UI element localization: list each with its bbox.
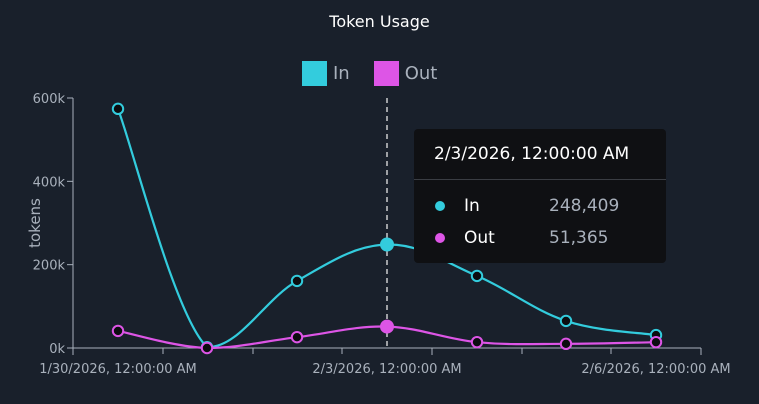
tooltip-name-out: Out — [464, 228, 495, 248]
legend-swatch-out — [373, 61, 399, 86]
legend-label-out: Out — [404, 63, 438, 84]
data-point-in[interactable] — [559, 314, 573, 328]
y-tick-label: 600k — [33, 92, 66, 107]
data-point-out[interactable] — [470, 335, 484, 349]
data-point-in[interactable] — [111, 102, 125, 116]
tooltip-dot-out — [435, 233, 445, 243]
series-line-in — [116, 108, 657, 349]
tooltip-row-in: In 248,409 — [414, 191, 666, 221]
tooltip-value-out: 51,365 — [549, 228, 609, 248]
tooltip-title: 2/3/2026, 12:00:00 AM — [414, 129, 666, 180]
data-point-in[interactable] — [290, 274, 304, 288]
data-point-in[interactable] — [380, 237, 394, 252]
x-tick-label: 1/30/2026, 12:00:00 AM — [39, 362, 197, 377]
tooltip-row-out: Out 51,365 — [414, 223, 666, 253]
tooltip-value-in: 248,409 — [549, 196, 620, 216]
legend-label-in: In — [333, 63, 350, 84]
data-point-out[interactable] — [649, 335, 663, 349]
legend-item-in[interactable]: In — [302, 61, 350, 86]
chart-legend: In Out — [302, 61, 447, 86]
data-point-out[interactable] — [290, 330, 304, 344]
x-tick-label: 2/3/2026, 12:00:00 AM — [312, 362, 461, 377]
data-point-in[interactable] — [470, 269, 484, 283]
data-point-out[interactable] — [200, 341, 214, 355]
data-point-out[interactable] — [559, 337, 573, 351]
y-tick-label: 200k — [33, 259, 66, 274]
y-tick-label: 400k — [33, 175, 66, 190]
y-tick-label: 0k — [49, 342, 65, 357]
chart-title: Token Usage — [329, 12, 430, 31]
x-tick-label: 2/6/2026, 12:00:00 AM — [581, 362, 730, 377]
tooltip: 2/3/2026, 12:00:00 AM In 248,409 Out 51,… — [414, 129, 666, 263]
tooltip-name-in: In — [464, 196, 480, 216]
tooltip-dot-in — [435, 201, 445, 211]
y-axis-label: tokens — [26, 198, 44, 248]
data-point-out[interactable] — [380, 319, 394, 334]
data-point-out[interactable] — [111, 324, 125, 338]
legend-swatch-in — [302, 61, 327, 86]
legend-item-out[interactable]: Out — [373, 61, 438, 86]
